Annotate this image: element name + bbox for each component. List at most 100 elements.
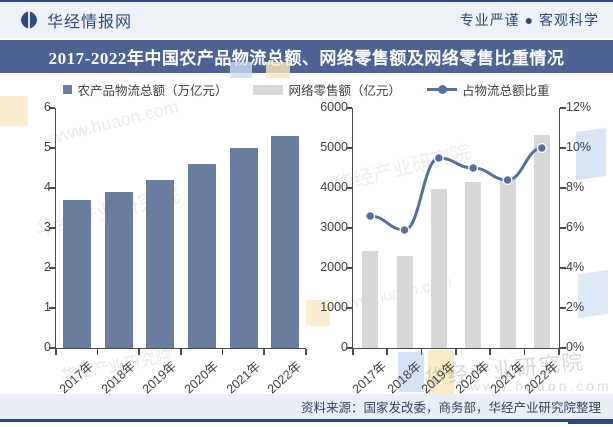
y-axis-tick-label: 4000: [320, 180, 348, 194]
y-axis-tick-mark: [346, 107, 352, 109]
chart-title: 2017-2022年中国农产品物流总额、网络零售额及网络零售比重情况: [48, 49, 565, 68]
x-axis-tick-mark: [96, 349, 99, 355]
bottom-border-line: [0, 419, 613, 422]
site-name: 华经情报网: [47, 14, 133, 31]
y-axis-tick-mark: [560, 347, 566, 349]
x-axis-tick-mark: [420, 349, 423, 355]
x-axis-label: 2018年: [98, 358, 138, 397]
x-axis-tick-mark: [386, 349, 388, 355]
chart-legend: 农产品物流总额（万亿元） 网络零售额（亿元） 占物流总额比重: [0, 80, 613, 99]
watermark-square-blue: [398, 352, 424, 392]
x-axis-tick-mark: [55, 349, 57, 355]
x-axis-label: 2017年: [349, 358, 390, 397]
x-axis-label: 2021年: [487, 358, 527, 397]
y-axis-tick-label: 5000: [320, 140, 348, 154]
bar-online-retail: [533, 135, 550, 348]
x-axis-label: 2022年: [521, 358, 561, 397]
y-axis-tick-mark: [346, 227, 352, 229]
source-note: 资料来源：国家发改委，商务部，华经产业研究院整理: [300, 401, 601, 415]
x-axis-tick-mark: [455, 349, 457, 355]
y-axis-tick-label: 10%: [566, 140, 592, 154]
y-axis-tick-mark: [560, 187, 566, 189]
y-axis-tick-label: 1: [44, 300, 51, 314]
source-note-bar: 资料来源：国家发改委，商务部，华经产业研究院整理: [0, 394, 613, 419]
watermark-square-yellow: [0, 96, 28, 126]
y-axis-tick-label: 6%: [566, 220, 585, 234]
watermark-square-yellow: [306, 300, 330, 326]
bar-online-retail: [465, 181, 482, 348]
x-axis-tick-mark: [221, 349, 224, 355]
top-border-line: [0, 0, 613, 2]
x-axis-tick-mark: [352, 349, 354, 355]
x-axis-label: 2020年: [452, 358, 493, 397]
y-axis-tick-label: 2000: [320, 260, 348, 274]
site-brand: 华经情报网: [18, 8, 132, 32]
share-trend-marker: [433, 152, 444, 164]
left-chart-y-axis: 0 1 2 3 4 5 6: [11, 100, 51, 354]
bar-agri-logistics: [229, 148, 258, 348]
y-axis-tick-label: 6000: [320, 100, 348, 114]
y-axis-tick-mark: [346, 347, 352, 349]
huajing-logo-icon: [20, 11, 38, 29]
y-axis-tick-label: 4: [44, 180, 51, 194]
y-axis-tick-mark: [560, 147, 566, 149]
x-axis-tick-mark: [489, 349, 491, 355]
y-axis-tick-label: 3000: [320, 220, 348, 234]
y-axis-tick-label: 2%: [566, 300, 585, 314]
share-trend-line-layer: [365, 142, 547, 236]
legend-swatch-line-dot: [427, 85, 457, 94]
site-slogan: 专业严谨 ● 客观科学: [459, 12, 599, 28]
x-axis-label: 2017年: [56, 358, 96, 397]
legend-item-logistics-total: 农产品物流总额（万亿元）: [63, 80, 227, 99]
bar-online-retail: [499, 179, 516, 348]
y-axis-tick-mark: [346, 267, 352, 269]
bar-agri-logistics: [146, 180, 175, 348]
y-axis-tick-mark: [560, 307, 566, 309]
y-axis-tick-mark: [49, 147, 55, 149]
bottom-border-accent-right: [568, 417, 613, 424]
legend-swatch-gray-bar: [253, 84, 284, 95]
legend-label: 网络零售额（亿元）: [288, 84, 401, 98]
y-axis-tick-label: 0: [341, 340, 348, 354]
left-chart-plot-area: [49, 107, 307, 355]
watermark-square-yellow: [266, 62, 290, 78]
bar-online-retail: [396, 255, 413, 348]
bar-agri-logistics: [104, 192, 133, 348]
y-axis-tick-label: 4%: [566, 260, 585, 274]
y-axis-tick-label: 0: [44, 340, 51, 354]
y-axis-tick-mark: [49, 187, 55, 189]
watermark-square-yellow: [428, 350, 454, 394]
legend-swatch-blue-square: [63, 85, 73, 94]
right-chart-left-y-axis: 0 1000 2000 3000 4000 5000 6000: [308, 100, 348, 354]
x-axis-label: 2020年: [181, 358, 221, 397]
x-axis-tick-mark: [523, 349, 526, 355]
x-axis-tick-mark: [180, 349, 182, 355]
y-axis-tick-label: 5: [44, 140, 51, 154]
site-header: 华经情报网 专业严谨 ● 客观科学: [0, 2, 613, 38]
bar-online-retail: [362, 250, 379, 348]
share-trend-marker: [536, 142, 547, 154]
y-axis-tick-mark: [49, 267, 55, 269]
y-axis-tick-mark: [49, 347, 55, 349]
y-axis-tick-label: 12%: [566, 100, 592, 114]
legend-label: 农产品物流总额（万亿元）: [77, 84, 228, 98]
right-chart-right-y-axis: 0% 2% 4% 6% 8% 10% 12%: [566, 100, 610, 354]
y-axis-tick-mark: [49, 107, 55, 109]
bar-agri-logistics: [62, 200, 91, 348]
x-axis-tick-mark: [263, 349, 265, 355]
bar-agri-logistics: [187, 164, 216, 348]
legend-item-online-retail: 网络零售额（亿元）: [253, 80, 401, 99]
y-axis-tick-label: 1000: [320, 300, 348, 314]
y-axis-tick-label: 6: [44, 100, 51, 114]
share-trend-line: [370, 146, 543, 232]
x-axis-tick-mark: [305, 349, 307, 355]
y-axis-tick-mark: [560, 107, 566, 109]
y-axis-tick-label: 2: [44, 260, 51, 274]
y-axis-tick-label: 3: [44, 220, 51, 234]
share-trend-marker: [399, 224, 410, 236]
x-axis-tick-mark: [558, 349, 560, 355]
y-axis-tick-mark: [560, 267, 566, 269]
title-banner: 2017-2022年中国农产品物流总额、网络零售额及网络零售比重情况: [0, 40, 613, 73]
legend-item-share-line: 占物流总额比重: [427, 80, 550, 99]
